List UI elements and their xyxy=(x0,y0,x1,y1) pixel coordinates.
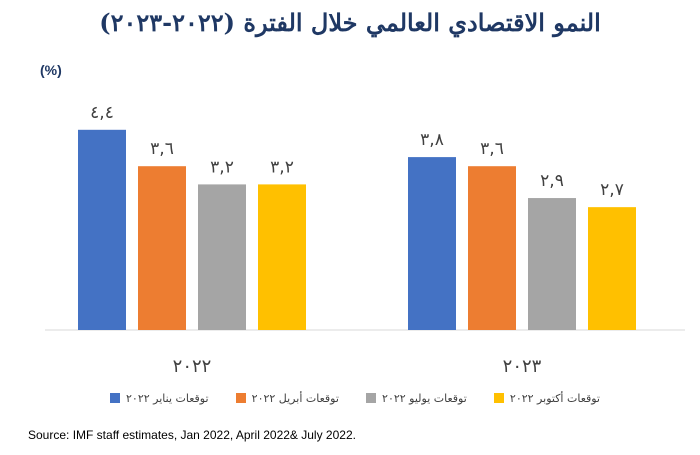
data-label: ٣,٦ xyxy=(480,139,504,159)
data-label: ٤,٤ xyxy=(90,103,114,123)
bar xyxy=(468,166,516,330)
category-label: ٢٠٢٢ xyxy=(173,356,212,377)
chart-title: النمو الاقتصادي العالمي خلال الفترة (٢٠٢… xyxy=(99,8,601,37)
data-label: ٣,٨ xyxy=(420,130,444,150)
legend-item: توقعات أكتوبر ٢٠٢٢ xyxy=(493,391,600,405)
unit-label: (%) xyxy=(40,62,62,78)
legend: توقعات يناير ٢٠٢٢ توقعات أبريل ٢٠٢٢ توقعات… xyxy=(110,387,600,409)
source-note: Source: IMF staff estimates, Jan 2022, A… xyxy=(28,428,356,442)
legend-label: توقعات يناير ٢٠٢٢ xyxy=(126,391,209,405)
bar xyxy=(588,207,636,330)
bar xyxy=(528,198,576,330)
legend-label: توقعات يوليو ٢٠٢٢ xyxy=(382,391,467,405)
legend-item: توقعات يناير ٢٠٢٢ xyxy=(110,392,209,405)
data-label: ٢,٩ xyxy=(540,171,564,191)
legend-swatch xyxy=(235,393,246,403)
legend-label: توقعات أكتوبر ٢٠٢٢ xyxy=(509,391,600,405)
bar xyxy=(138,166,186,330)
data-label: ٣,٦ xyxy=(150,139,174,159)
bar xyxy=(198,184,246,330)
legend-item: توقعات يوليو ٢٠٢٢ xyxy=(366,392,467,405)
category-label: ٢٠٢٣ xyxy=(503,356,542,377)
legend-swatch xyxy=(366,393,377,403)
legend-swatch xyxy=(493,393,504,403)
data-label: ٣,٢ xyxy=(270,157,294,177)
bar xyxy=(78,129,126,330)
legend-label: توقعات أبريل ٢٠٢٢ xyxy=(251,391,339,405)
bar xyxy=(408,157,456,330)
legend-swatch xyxy=(110,393,120,403)
bar xyxy=(258,184,306,330)
data-label: ٣,٢ xyxy=(210,157,234,177)
data-label: ٢,٧ xyxy=(600,180,624,200)
legend-item: توقعات أبريل ٢٠٢٢ xyxy=(235,391,339,405)
